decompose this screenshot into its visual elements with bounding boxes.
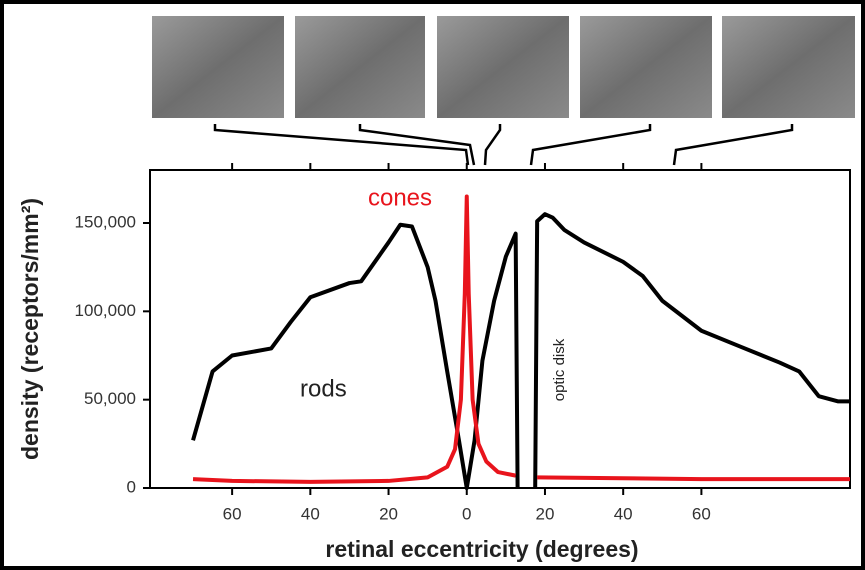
annotation: rods (300, 375, 347, 402)
x-axis-label: retinal eccentricity (degrees) (325, 536, 638, 562)
micrograph (722, 16, 855, 118)
annotation: cones (368, 184, 432, 211)
chart: rods cones optic disk retinal eccentrici… (0, 0, 865, 570)
x-tick-label: 60 (692, 504, 711, 523)
y-axis-label: density (receptors/mm²) (17, 198, 43, 460)
micrograph (580, 16, 712, 118)
x-tick-label: 40 (614, 504, 633, 523)
page: {"chart_data": {"type": "line", "x_label… (0, 0, 865, 570)
x-tick-label: 40 (301, 504, 320, 523)
x-tick-label: 0 (462, 504, 471, 523)
x-tick-label: 20 (536, 504, 555, 523)
micrographs (152, 16, 855, 118)
x-tick-label: 60 (223, 504, 242, 523)
y-tick-label: 100,000 (75, 301, 136, 320)
y-tick-label: 150,000 (75, 212, 136, 231)
micrograph (295, 16, 425, 118)
micrograph (437, 16, 569, 118)
y-tick-label: 50,000 (84, 389, 136, 408)
annotation: optic disk (551, 338, 568, 401)
x-tick-label: 20 (379, 504, 398, 523)
y-tick-label: 0 (127, 477, 136, 496)
micrograph (152, 16, 284, 118)
